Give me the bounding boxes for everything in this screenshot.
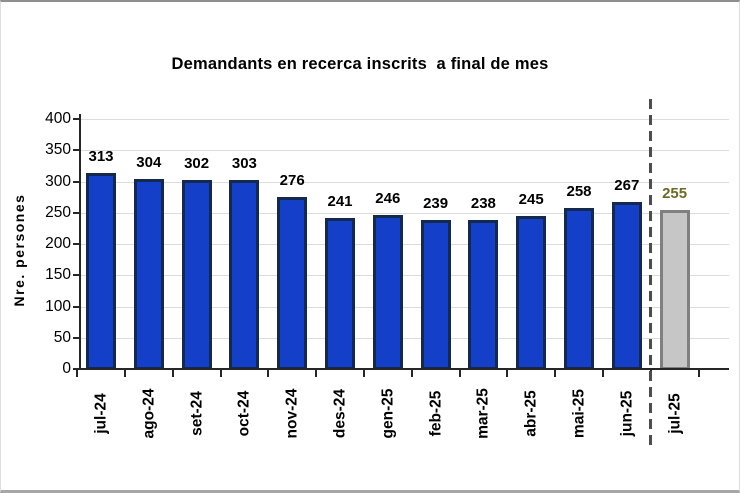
bar-value-label: 246 — [375, 190, 401, 207]
bar — [564, 208, 594, 370]
x-tick-mark — [601, 370, 604, 377]
gridline — [81, 119, 729, 120]
x-tick-label: oct-24 — [235, 390, 253, 437]
bar-value-label: 276 — [279, 172, 305, 189]
bar-forecast — [659, 210, 690, 370]
x-tick-label: feb-25 — [427, 390, 445, 437]
bar — [420, 220, 451, 370]
gridline — [81, 181, 729, 183]
x-tick-mark — [267, 370, 270, 377]
x-tick-label: set-24 — [188, 391, 206, 436]
x-tick-mark — [410, 370, 413, 377]
bar — [86, 173, 116, 370]
x-tick-label: mai-25 — [570, 388, 588, 439]
y-tick-label: 50 — [53, 328, 71, 346]
x-tick-label: abr-25 — [522, 390, 540, 437]
bar-value-label: 241 — [327, 193, 353, 210]
x-tick-mark — [315, 370, 318, 377]
gridline — [81, 275, 729, 277]
x-axis-line — [79, 368, 729, 370]
bar — [133, 179, 164, 370]
x-tick-mark — [506, 370, 509, 377]
bar-value-label: 255 — [662, 185, 688, 202]
x-tick-label: nov-24 — [283, 388, 301, 439]
bar-value-label: 238 — [470, 195, 496, 212]
bar-value-label: 303 — [231, 155, 257, 172]
bar — [516, 216, 547, 370]
y-tick-mark — [73, 368, 80, 370]
y-tick-label: 300 — [45, 172, 71, 190]
bar-value-label: 245 — [518, 191, 544, 208]
gridline — [81, 337, 729, 339]
bar-value-label: 302 — [184, 155, 210, 172]
y-tick-label: 0 — [62, 360, 71, 377]
gridline — [81, 212, 729, 214]
x-tick-label: gen-25 — [379, 388, 397, 439]
bar — [372, 215, 403, 370]
bar — [181, 180, 212, 370]
x-tick-mark — [171, 370, 174, 377]
bar-value-label: 267 — [614, 177, 640, 194]
y-tick-label: 150 — [45, 266, 71, 284]
x-tick-label: ago-24 — [140, 388, 158, 439]
y-tick-mark — [73, 274, 80, 277]
bar-value-label: 258 — [566, 183, 592, 200]
y-tick-label: 200 — [45, 235, 71, 252]
x-tick-mark — [362, 370, 365, 377]
x-tick-mark — [123, 370, 126, 377]
y-tick-label: 400 — [45, 110, 71, 127]
x-tick-label: jun-25 — [618, 390, 636, 437]
y-tick-label: 250 — [45, 203, 71, 221]
y-tick-mark — [73, 336, 80, 339]
y-tick-mark — [73, 211, 80, 214]
y-axis-title: Nre. persones — [11, 193, 27, 307]
bar — [468, 220, 499, 370]
gridline — [81, 306, 729, 308]
y-tick-mark — [73, 180, 80, 183]
forecast-divider-line — [649, 99, 653, 450]
bar — [325, 218, 355, 370]
x-tick-label: jul-25 — [666, 393, 684, 434]
y-tick-mark — [73, 243, 80, 245]
bar — [277, 197, 308, 370]
x-tick-mark — [697, 370, 700, 377]
x-tick-label: jul-24 — [92, 393, 110, 434]
x-tick-mark — [554, 370, 557, 377]
x-tick-mark — [219, 370, 222, 377]
bar-value-label: 239 — [423, 195, 449, 212]
x-tick-mark — [458, 370, 461, 377]
y-tick-mark — [73, 305, 80, 308]
y-tick-label: 100 — [45, 297, 71, 315]
y-axis-line — [79, 114, 81, 370]
y-tick-mark — [73, 118, 80, 120]
x-tick-label: des-24 — [331, 388, 349, 439]
bar-value-label: 313 — [88, 148, 114, 165]
bar — [611, 202, 642, 370]
y-tick-mark — [73, 149, 80, 152]
gridline — [81, 150, 729, 152]
bar — [229, 180, 260, 370]
x-tick-mark — [76, 370, 79, 377]
gridline — [81, 244, 729, 245]
bar-value-label: 304 — [136, 154, 162, 171]
y-tick-label: 350 — [45, 141, 71, 159]
chart-title: Demandants en recerca inscrits a final d… — [171, 55, 549, 73]
x-tick-label: mar-25 — [474, 388, 492, 439]
